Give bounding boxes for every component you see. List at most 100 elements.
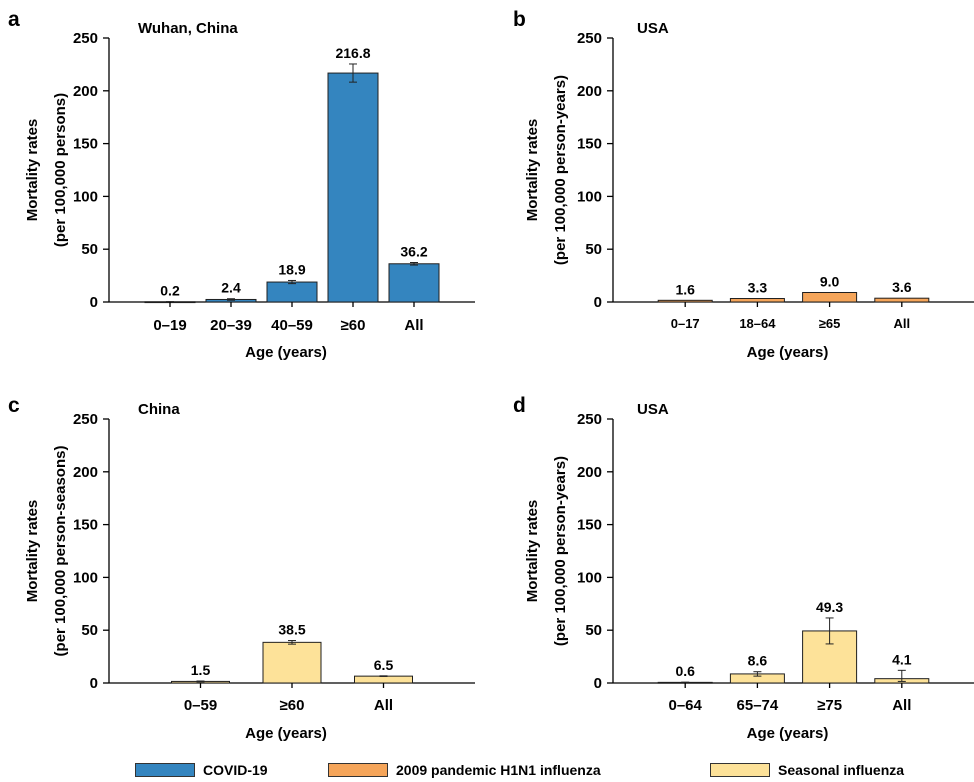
panel-c-title: China xyxy=(138,401,180,418)
panel-b-ytick-label: 150 xyxy=(577,136,602,153)
panel-d-data-label: 0.6 xyxy=(675,663,695,679)
panel-d-letter: d xyxy=(513,394,526,417)
panel-b-xlabel: Age (years) xyxy=(747,344,829,361)
panel-a-xtick-label: 40–59 xyxy=(271,317,313,334)
panel-b-bar xyxy=(874,297,930,303)
panel-a-data-label: 36.2 xyxy=(400,244,427,260)
panel-d-bar xyxy=(802,630,858,684)
panel-b-letter: b xyxy=(513,8,526,31)
panel-c-bar xyxy=(262,641,322,684)
legend: COVID-19 2009 pandemic H1N1 influenza Se… xyxy=(0,758,974,780)
panel-c-xtick-label: 0–59 xyxy=(184,697,217,714)
panel-b-data-label: 3.3 xyxy=(748,280,768,296)
panel-b-ylabel-line: (per 100,000 person-years) xyxy=(552,75,569,265)
panel-a-ytick-label: 100 xyxy=(73,188,98,205)
panel-b-bar xyxy=(657,299,713,303)
panel-a-bar xyxy=(388,263,440,303)
panel-d-data-label: 49.3 xyxy=(816,599,843,615)
panel-d-data-label: 8.6 xyxy=(748,653,768,669)
panel-c-ytick-label: 200 xyxy=(73,464,98,481)
panel-b-data-label: 3.6 xyxy=(892,279,912,295)
panel-d-xtick-label: 65–74 xyxy=(737,697,779,714)
panel-b-xtick-label: 0–17 xyxy=(671,316,700,331)
panel-a-title: Wuhan, China xyxy=(138,20,238,37)
panel-a-data-label: 18.9 xyxy=(278,261,305,277)
panel-c-xtick-label: ≥60 xyxy=(280,697,305,714)
panel-d-ytick-label: 0 xyxy=(594,675,602,692)
panel-b-ytick-label: 250 xyxy=(577,30,602,47)
panel-a-ytick-label: 0 xyxy=(90,294,98,311)
panel-c-ylabel-line: Mortality rates xyxy=(24,500,41,603)
panel-a-ylabel-line: (per 100,000 persons) xyxy=(52,93,69,247)
panel-d-ytick-label: 150 xyxy=(577,517,602,534)
panel-a-ylabel-line: Mortality rates xyxy=(24,119,41,222)
panel-b-data-label: 9.0 xyxy=(820,273,840,289)
panel-b-ytick-label: 200 xyxy=(577,83,602,100)
panel-c-data-label: 1.5 xyxy=(191,662,211,678)
legend-item-covid: COVID-19 xyxy=(135,761,268,779)
panel-d-data-label: 4.1 xyxy=(892,651,912,667)
panel-a-data-label: 0.2 xyxy=(160,283,180,299)
panel-a-letter: a xyxy=(8,8,20,31)
panel-b-bar xyxy=(802,291,858,303)
legend-swatch-covid xyxy=(135,763,195,777)
panel-b-ylabel-line: Mortality rates xyxy=(524,119,541,222)
legend-item-h1n1: 2009 pandemic H1N1 influenza xyxy=(328,761,601,779)
panel-a: a Wuhan, China 0 50 100 150 200 250 Mortality ra… xyxy=(8,8,475,361)
panel-d-ytick-label: 200 xyxy=(577,464,602,481)
legend-item-seasonal: Seasonal influenza xyxy=(710,761,904,779)
panel-a-ytick-label: 150 xyxy=(73,136,98,153)
panel-d-title: USA xyxy=(637,401,669,418)
panel-b: b USA 0 50 100 150 200 250 Mortality rates (per 1… xyxy=(513,8,974,361)
panel-a-xtick-label: 0–19 xyxy=(153,317,186,334)
panel-b-bar xyxy=(729,298,785,303)
panel-c-ytick-label: 150 xyxy=(73,517,98,534)
panel-a-ytick-label: 50 xyxy=(81,241,98,258)
panel-a-bar xyxy=(266,281,318,303)
panel-c: c China 0 50 100 150 200 250 Mortality rates (per… xyxy=(8,394,475,742)
panel-a-bar xyxy=(327,72,379,303)
panel-c-data-label: 6.5 xyxy=(374,657,394,673)
panel-a-data-label: 216.8 xyxy=(335,45,370,61)
panel-a-xlabel: Age (years) xyxy=(245,344,327,361)
panel-d-xtick-label: 0–64 xyxy=(669,697,703,714)
panel-b-xtick-label: All xyxy=(893,316,910,331)
panel-b-ytick-label: 100 xyxy=(577,188,602,205)
panel-c-data-label: 38.5 xyxy=(278,622,305,638)
panel-a-xtick-label: ≥60 xyxy=(341,317,366,334)
panel-b-title: USA xyxy=(637,20,669,37)
panel-c-ytick-label: 0 xyxy=(90,675,98,692)
panel-d-xtick-label: ≥75 xyxy=(817,697,842,714)
panel-c-bar xyxy=(354,675,413,684)
panel-c-xlabel: Age (years) xyxy=(245,725,327,742)
legend-label-covid: COVID-19 xyxy=(203,762,268,778)
panel-b-ytick-label: 0 xyxy=(594,294,602,311)
panel-d-ylabel-line: (per 100,000 person-years) xyxy=(552,456,569,646)
panel-b-xtick-label: ≥65 xyxy=(819,316,841,331)
legend-swatch-seasonal xyxy=(710,763,770,777)
legend-label-seasonal: Seasonal influenza xyxy=(778,762,905,778)
panel-a-ytick-label: 250 xyxy=(73,30,98,47)
panel-c-letter: c xyxy=(8,394,20,417)
panel-d-xtick-label: All xyxy=(892,697,911,714)
panel-c-ylabel-line: (per 100,000 person-seasons) xyxy=(52,446,69,657)
panel-d-ytick-label: 100 xyxy=(577,569,602,586)
panel-c-ytick-label: 100 xyxy=(73,569,98,586)
panel-c-ytick-label: 250 xyxy=(73,411,98,428)
panel-d-ytick-label: 50 xyxy=(585,622,602,639)
panel-b-xtick-label: 18–64 xyxy=(739,316,776,331)
panel-c-ytick-label: 50 xyxy=(81,622,98,639)
panel-d: d USA 0 50 100 150 200 250 Mortality rates (per 1… xyxy=(513,394,974,742)
panel-a-xtick-label: All xyxy=(404,317,423,334)
panel-c-xtick-label: All xyxy=(374,697,393,714)
legend-swatch-h1n1 xyxy=(328,763,388,777)
panel-a-xtick-label: 20–39 xyxy=(210,317,252,334)
panel-a-ytick-label: 200 xyxy=(73,83,98,100)
panel-a-data-label: 2.4 xyxy=(221,280,241,296)
panel-b-ytick-label: 50 xyxy=(585,241,602,258)
panel-d-ytick-label: 250 xyxy=(577,411,602,428)
legend-label-h1n1: 2009 pandemic H1N1 influenza xyxy=(396,762,601,778)
panel-d-xlabel: Age (years) xyxy=(747,725,829,742)
panel-d-ylabel-line: Mortality rates xyxy=(524,500,541,603)
